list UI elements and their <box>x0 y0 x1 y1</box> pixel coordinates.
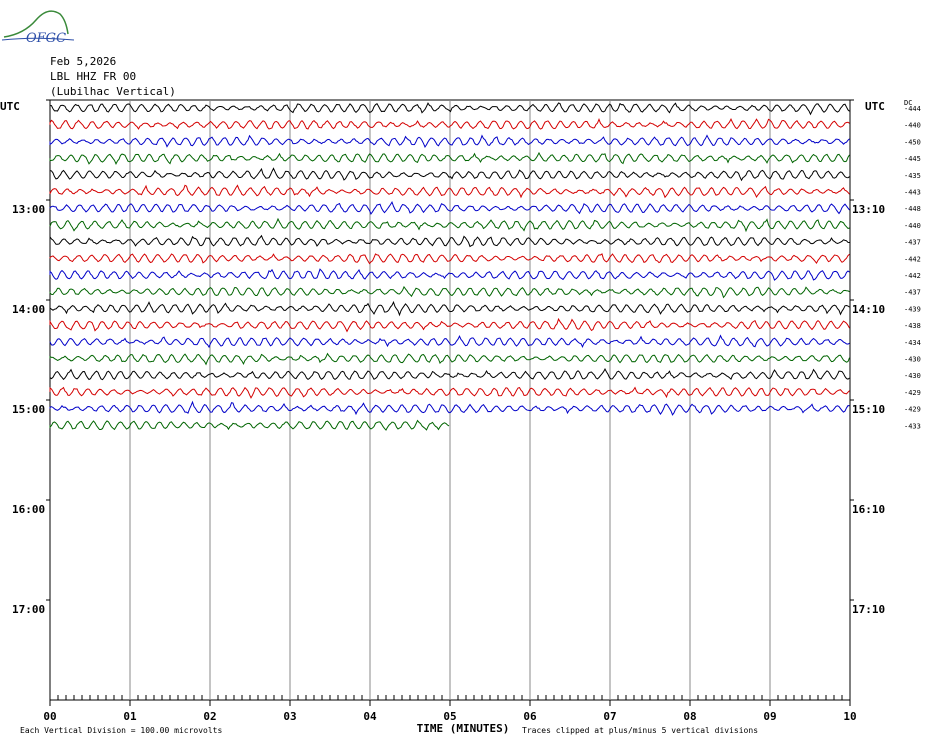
dc-offset-label: -437 <box>904 289 921 297</box>
x-tick-label: 01 <box>123 710 137 723</box>
seismic-trace <box>49 134 850 149</box>
dc-offset-label: -434 <box>904 339 921 347</box>
x-tick-label: 09 <box>763 710 776 723</box>
seismic-trace <box>49 285 850 299</box>
time-label-left: 14:00 <box>12 303 45 316</box>
time-label-left: 17:00 <box>12 603 45 616</box>
x-tick-label: 10 <box>843 710 856 723</box>
seismic-trace <box>49 419 450 431</box>
dc-offset-label: -442 <box>904 272 921 280</box>
ofgc-logo: OFGC <box>1 10 75 44</box>
seismic-trace <box>49 118 850 130</box>
dc-offset-label: -444 <box>904 105 921 113</box>
location-label: (Lubilhac Vertical) <box>50 85 176 98</box>
time-label-left: 13:00 <box>12 203 45 216</box>
seismic-trace <box>49 268 850 281</box>
dc-offset-label: -442 <box>904 255 921 263</box>
footer-clip-note: Traces clipped at plus/minus 5 vertical … <box>522 726 758 735</box>
seismic-trace <box>49 352 850 366</box>
dc-offset-label: -430 <box>904 372 921 380</box>
seismic-trace <box>49 368 850 381</box>
time-label-left: 16:00 <box>12 503 45 516</box>
seismic-trace <box>49 400 850 416</box>
x-tick-label: 03 <box>283 710 296 723</box>
dc-offset-label: -448 <box>904 205 921 213</box>
dc-offset-label: -429 <box>904 406 921 414</box>
x-tick-label: 07 <box>603 710 616 723</box>
x-tick-label: 06 <box>523 710 537 723</box>
x-axis-title: TIME (MINUTES) <box>417 722 510 735</box>
dc-offset-label: -438 <box>904 322 921 330</box>
footer-scale-note: Each Vertical Division = 100.00 microvol… <box>20 726 222 735</box>
seismic-trace <box>49 200 850 215</box>
logo-mountain-curve <box>3 10 69 38</box>
seismic-trace <box>49 386 850 399</box>
x-tick-label: 08 <box>683 710 696 723</box>
dc-offset-label: -443 <box>904 189 921 197</box>
seismic-trace <box>49 300 850 317</box>
dc-offset-label: -440 <box>904 222 921 230</box>
seismic-trace <box>49 217 850 233</box>
time-label-right: 16:10 <box>852 503 885 516</box>
seismic-trace <box>49 253 850 265</box>
time-label-right: 13:10 <box>852 203 885 216</box>
date-label: Feb 5,2026 <box>50 55 117 68</box>
x-tick-label: 00 <box>43 710 56 723</box>
utc-label-right: UTC <box>865 100 885 113</box>
utc-label-left: UTC <box>0 100 20 113</box>
dc-offset-label: -439 <box>904 305 921 313</box>
logo-swoosh <box>1 37 75 41</box>
dc-offset-label: -440 <box>904 122 921 130</box>
time-label-right: 17:10 <box>852 603 885 616</box>
seismic-trace <box>49 102 850 116</box>
dc-offset-label: -429 <box>904 389 921 397</box>
time-label-right: 14:10 <box>852 303 885 316</box>
dc-label: DC <box>904 99 912 107</box>
seismic-trace <box>49 151 850 166</box>
dc-offset-label: -437 <box>904 239 921 247</box>
x-tick-label: 05 <box>443 710 456 723</box>
dc-offset-label: -430 <box>904 356 921 364</box>
seismic-trace <box>49 317 850 333</box>
time-label-left: 15:00 <box>12 403 45 416</box>
time-label-right: 15:10 <box>852 403 885 416</box>
x-tick-label: 02 <box>203 710 216 723</box>
dc-offset-label: -445 <box>904 155 921 163</box>
seismic-trace <box>49 167 850 182</box>
seismic-trace <box>49 234 850 248</box>
dc-offset-label: -435 <box>904 172 921 180</box>
seismic-trace <box>49 184 850 199</box>
logo-text: OFGC <box>26 31 66 44</box>
x-tick-label: 04 <box>363 710 377 723</box>
dc-offset-label: -450 <box>904 138 921 146</box>
station-label: LBL HHZ FR 00 <box>50 70 137 83</box>
seismic-trace <box>49 334 850 349</box>
dc-offset-label: -433 <box>904 422 921 430</box>
